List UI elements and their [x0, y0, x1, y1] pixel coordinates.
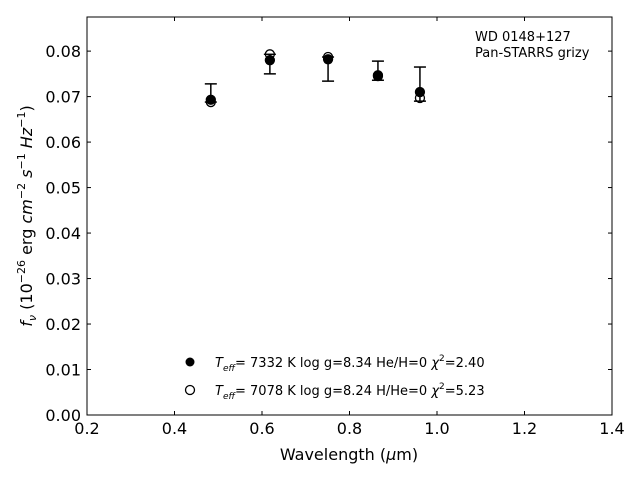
x-tick-label: 1.4 — [599, 419, 624, 438]
legend: Teff= 7332 K log g=8.34 He/H=0 χ2=2.40 T… — [184, 354, 485, 402]
y-tick-label: 0.05 — [45, 179, 81, 198]
y-tick-label: 0.06 — [45, 133, 81, 152]
y-tick-label: 0.08 — [45, 42, 81, 61]
y-tick-label: 0.03 — [45, 270, 81, 289]
data-point-filled — [264, 55, 276, 66]
x-tick-label: 0.4 — [162, 419, 187, 438]
x-tick-label: 0.8 — [337, 419, 362, 438]
y-tick-label: 0.04 — [45, 224, 81, 243]
x-tick-label: 0.2 — [74, 419, 99, 438]
x-tick-label: 1.2 — [512, 419, 537, 438]
legend-entry-2: Teff= 7078 K log g=8.24 H/He=0 χ2=5.23 — [215, 382, 485, 402]
y-tick-label: 0.01 — [45, 361, 81, 380]
data-point-filled — [322, 54, 334, 65]
y-axis-label: fν (10−26 erg cm−2 s−1 Hz−1) — [15, 105, 39, 326]
data-point-filled — [372, 70, 384, 81]
annotation-line-1: WD 0148+127 — [475, 30, 571, 45]
legend-marker-open — [184, 384, 196, 396]
annotation-line-2: Pan-STARRS grizy — [475, 46, 590, 61]
legend-entry-1: Teff= 7332 K log g=8.34 He/H=0 χ2=2.40 — [215, 354, 485, 374]
x-tick-label: 0.6 — [249, 419, 274, 438]
y-tick-label: 0.02 — [45, 315, 81, 334]
x-axis-label: Wavelength (μm) — [280, 445, 418, 464]
y-tick-label: 0.00 — [45, 406, 81, 425]
data-point-filled — [414, 86, 426, 98]
x-tick-label: 1.0 — [424, 419, 449, 438]
data-point-filled — [205, 94, 216, 105]
y-tick-label: 0.07 — [45, 88, 81, 107]
legend-marker-filled — [185, 357, 195, 367]
